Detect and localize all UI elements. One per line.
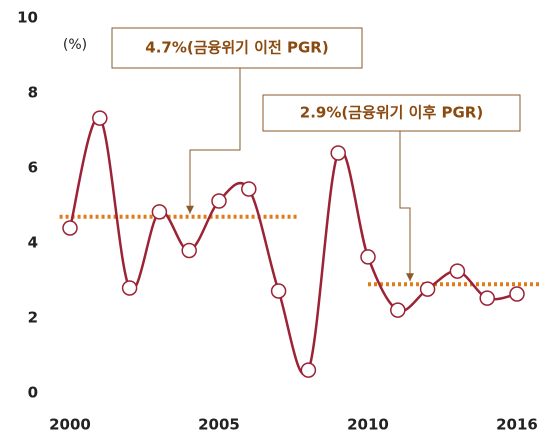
data-point <box>241 181 257 197</box>
annotation-text: 2.9%(금융위기 이후 PGR) <box>300 104 483 122</box>
data-point <box>211 193 227 209</box>
data-point <box>330 145 346 161</box>
data-point <box>479 290 495 306</box>
y-tick-label: 8 <box>28 84 38 102</box>
data-point <box>62 220 78 236</box>
annotation-arrow <box>399 131 411 282</box>
arrow-head <box>186 205 194 214</box>
y-axis-label: (%) <box>63 37 87 53</box>
data-point <box>390 302 406 318</box>
data-point <box>151 204 168 220</box>
y-tick-label: 0 <box>28 384 38 402</box>
data-point <box>360 249 376 265</box>
data-point <box>419 281 436 297</box>
data-point <box>121 280 138 296</box>
data-point <box>92 110 108 126</box>
y-tick-label: 2 <box>28 309 38 327</box>
arrow-head <box>406 273 414 282</box>
x-tick-label: 2000 <box>49 416 91 434</box>
data-point <box>449 263 466 279</box>
data-point <box>270 283 287 299</box>
data-point <box>300 362 317 378</box>
x-tick-label: 2005 <box>198 416 240 434</box>
annotation-arrow <box>189 68 241 214</box>
annotation-text: 4.7%(금융위기 이전 PGR) <box>145 39 328 57</box>
x-tick-label: 2010 <box>347 416 389 434</box>
annotation-box <box>111 27 363 69</box>
data-point <box>509 286 525 302</box>
data-point <box>181 242 197 259</box>
data-line <box>68 116 518 376</box>
x-tick-label: 2016 <box>496 416 538 434</box>
y-tick-label: 10 <box>17 9 38 27</box>
y-tick-label: 4 <box>28 234 38 252</box>
y-tick-label: 6 <box>28 159 38 177</box>
annotation-box <box>262 94 521 132</box>
